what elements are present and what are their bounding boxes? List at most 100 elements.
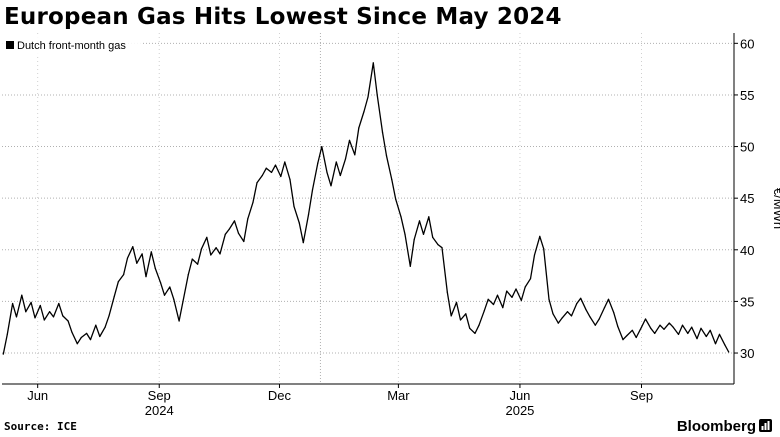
source-note: Source: ICE [4,420,77,433]
bloomberg-logo-icon [759,419,772,432]
x-tick-label: Sep [630,388,653,403]
data-point [206,236,208,238]
data-point [492,303,495,306]
data-point [99,335,101,338]
x-year-label: 2024 [145,403,174,418]
data-point [459,319,462,321]
data-point [607,298,610,300]
x-tick-label: Mar [387,388,410,403]
data-point [210,254,212,256]
y-tick-label: 60 [740,36,754,51]
data-point [363,110,365,113]
x-tick-label: Dec [268,388,292,403]
data-point [687,332,689,334]
data-point [49,311,51,313]
data-point [650,327,652,329]
data-point [145,276,147,278]
data-point [237,232,240,234]
y-tick-label: 50 [740,140,754,155]
data-point [700,327,702,329]
data-point [709,329,711,331]
data-point [71,331,73,333]
data-point [339,174,341,177]
data-point [191,258,193,260]
data-point [80,336,82,339]
data-point [566,311,569,313]
data-point [654,332,656,334]
data-point [446,291,448,293]
legend-swatch [6,41,14,49]
data-point [354,154,356,156]
data-point [594,324,596,326]
data-point [163,294,166,296]
data-point [173,298,175,300]
data-point [381,131,384,133]
data-point [298,222,300,224]
data-point [252,201,254,203]
data-point [483,310,485,312]
data-point [469,327,471,329]
data-point [274,164,277,166]
data-point [520,299,522,301]
data-point [524,286,526,288]
data-point [261,174,263,177]
data-point [696,338,698,340]
data-point [441,247,443,249]
data-point [219,253,221,255]
data-point [422,233,425,235]
data-point [136,262,138,264]
data-point [511,296,513,298]
chart-title: European Gas Hits Lowest Since May 2024 [4,4,562,30]
data-point [561,317,563,319]
data-point [256,182,258,184]
data-point [321,146,323,148]
data-point [215,247,217,249]
y-tick-label: 40 [740,243,754,258]
data-point [67,320,69,322]
x-tick-label: Jun [27,388,48,403]
data-point [529,278,532,280]
data-point [89,339,92,341]
data-point [126,257,129,259]
data-point [409,265,411,267]
data-point [644,318,647,320]
data-point [39,304,41,307]
y-axis-label: €/MWh [771,188,780,229]
data-point [21,294,23,296]
y-tick-label: 45 [740,191,754,206]
data-point [76,343,78,345]
data-point [293,205,295,207]
grid-layer [2,33,734,384]
data-point [228,228,230,230]
data-point [487,298,489,300]
data-point [25,311,27,313]
data-point [335,161,337,163]
data-point [714,343,717,345]
data-point [270,171,273,173]
data-point [30,301,32,303]
data-point [178,320,180,322]
data-point [52,316,55,318]
data-point [455,301,458,303]
data-point [302,242,304,244]
data-point [548,298,550,300]
data-point [280,175,282,178]
data-point [154,267,156,269]
data-point [626,334,628,337]
data-point [635,336,637,339]
y-tick-label: 35 [740,294,754,309]
data-point [395,198,397,200]
data-point [197,263,199,265]
data-point [358,127,360,129]
data-point [672,326,674,328]
y-tick-label: 30 [740,346,754,361]
data-point [659,324,661,326]
data-point [437,244,439,246]
data-point [543,248,545,250]
data-point [86,332,88,334]
data-point [224,233,226,235]
data-point [391,179,393,181]
data-point [400,216,402,218]
